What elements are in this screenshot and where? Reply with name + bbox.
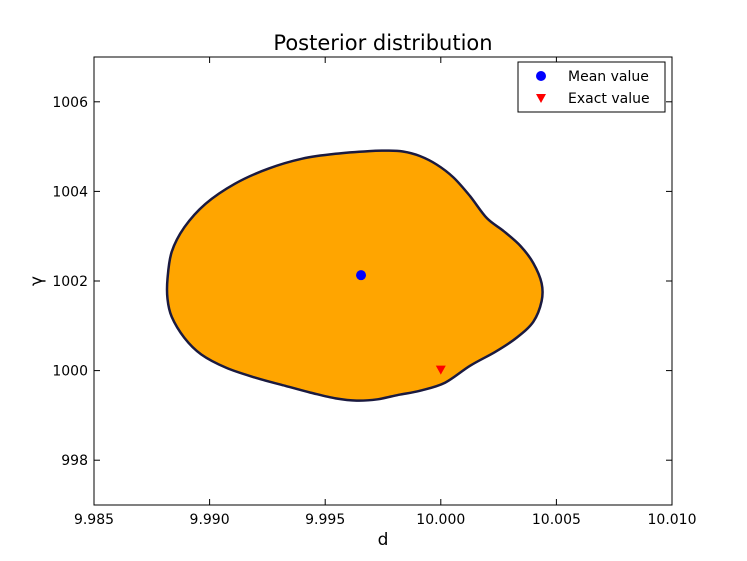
plot-area [165,149,544,402]
x-axis: 9.985 9.990 9.995 10.000 10.005 10.010 [74,57,697,528]
y-tick-label: 1002 [52,274,88,290]
y-tick-label: 1000 [52,364,88,380]
x-axis-label: d [378,530,389,550]
x-tick-label: 10.000 [416,512,465,528]
x-tick-label: 10.005 [532,512,581,528]
x-tick-label: 10.010 [648,512,697,528]
y-tick-label: 1006 [52,95,88,111]
legend-exact-label: Exact value [568,91,650,107]
legend-box [517,61,666,113]
x-tick-label: 9.995 [305,512,345,528]
mean-value-point [356,270,367,281]
exact-value-point [435,365,446,375]
y-axis-label: γ [27,276,47,286]
legend-mean-label: Mean value [568,69,649,85]
legend: Mean value Exact value [517,61,666,113]
y-tick-label: 1004 [52,184,88,200]
legend-mean-marker [536,71,546,81]
posterior-region [165,149,544,402]
y-tick-label: 998 [61,453,88,469]
x-tick-label: 9.985 [74,512,114,528]
legend-exact-marker [536,94,546,103]
x-tick-label: 9.990 [190,512,230,528]
chart-title: Posterior distribution [273,31,492,55]
y-axis: 998 1000 1002 1004 1006 [52,95,672,469]
